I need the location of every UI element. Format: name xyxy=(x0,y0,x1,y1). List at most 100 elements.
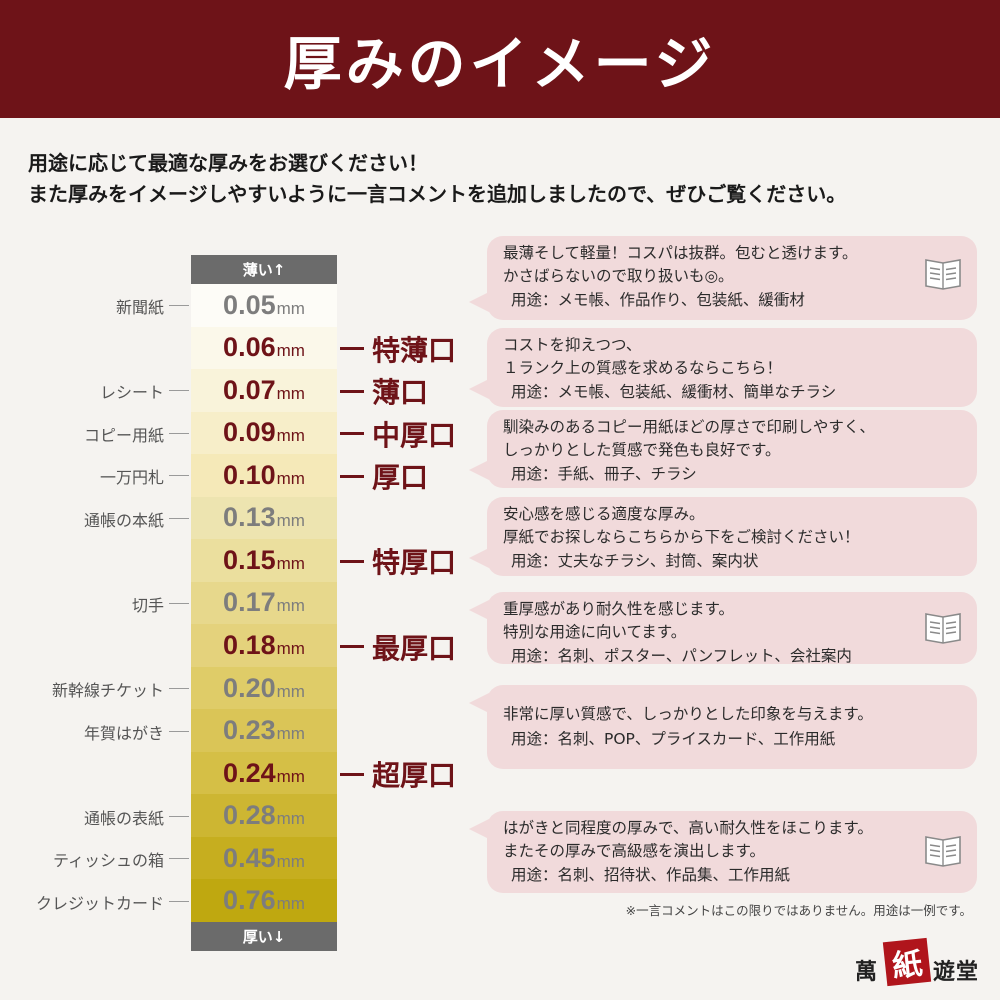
comment-text: またその厚みで高級感を演出します。 xyxy=(503,841,765,860)
thickness-cell: 0.28 mm xyxy=(191,794,337,837)
comment-text: 安心感を感じる適度な厚み。 xyxy=(503,505,705,523)
reference-label: 年賀はがき xyxy=(83,723,164,743)
thickness-cell: 0.45 mm xyxy=(191,836,337,880)
thickness-value: 0.05 xyxy=(223,289,276,320)
thickness-unit: mm xyxy=(276,766,305,786)
comment-text: 最薄そして軽量！コスパは抜群。包むと透けます。 xyxy=(503,244,858,262)
grade-dash xyxy=(340,772,364,776)
reference-tick xyxy=(169,815,189,817)
thickness-value: 0.17 xyxy=(223,587,276,618)
thickness-cell: 0.15 mm xyxy=(191,539,337,582)
usage-text: 用途：名刺、POP、プライスカード、工作用紙 xyxy=(511,729,836,748)
grade-text: 中厚口 xyxy=(372,418,457,452)
thickness-cell: 0.23 mm xyxy=(191,709,337,752)
reference-label: 通帳の表紙 xyxy=(83,808,164,828)
comment-text: 馴染みのあるコピー用紙ほどの厚さで印刷しやすく、 xyxy=(503,418,875,436)
comment-bubble: 安心感を感じる適度な厚み。厚紙でお探しならこちらから下をご検討ください！ 用途：丈… xyxy=(469,497,977,576)
thickness-value: 0.20 xyxy=(223,672,276,703)
thickness-unit: mm xyxy=(276,383,305,403)
thickness-value: 0.09 xyxy=(223,417,276,448)
thickness-value: 0.23 xyxy=(223,715,276,746)
logo-text-left: 萬 xyxy=(855,959,878,985)
logo-text-right: 遊堂 xyxy=(933,959,980,985)
reference-tick xyxy=(169,688,189,690)
comment-text: かさばらないので取り扱いも◎。 xyxy=(503,266,734,285)
usage-text: 用途：メモ帳、包装紙、緩衝材、簡単なチラシ xyxy=(511,383,837,401)
thickness-cell: 0.09 mm xyxy=(191,411,337,455)
comment-bubble: 馴染みのあるコピー用紙ほどの厚さで印刷しやすく、 しっかりとした質感で発色も良好で… xyxy=(469,410,977,488)
grade-text: 最厚口 xyxy=(372,631,457,665)
thickness-unit: mm xyxy=(276,341,305,361)
comment-text: しっかりとした質感で発色も良好です。 xyxy=(503,440,781,459)
grade-dash xyxy=(340,389,364,393)
thickness-value: 0.18 xyxy=(223,630,276,661)
grade-text: 超厚口 xyxy=(372,759,457,793)
usage-text: 用途：手紙、冊子、チラシ xyxy=(511,465,697,483)
reference-tick xyxy=(169,858,189,860)
comment-bubble: コストを抑えつつ、 １ランク上の質感を求めるならこちら！ 用途：メモ帳、包装紙、緩衝… xyxy=(469,328,977,407)
reference-tick xyxy=(169,475,189,477)
reference-label: 新幹線チケット xyxy=(51,681,164,701)
book-icon xyxy=(923,256,963,292)
thickness-cell: 0.18 mm xyxy=(191,624,337,667)
comment-bubble: はがきと同程度の厚みで、高い耐久性をほこります。 またその厚みで高級感を演出します… xyxy=(469,811,977,893)
reference-tick xyxy=(169,305,189,307)
thickness-unit: mm xyxy=(276,639,305,659)
grade-label: 最厚口 xyxy=(340,627,456,667)
thickness-value: 0.24 xyxy=(223,757,276,788)
comment-text: はがきと同程度の厚みで、高い耐久性をほこります。 xyxy=(503,819,873,837)
logo-stamp: 紙 xyxy=(882,937,932,987)
comment-text: 重厚感があり耐久性を感じます。 xyxy=(503,600,734,618)
grade-text: 特薄口 xyxy=(372,333,457,367)
book-icon xyxy=(923,833,963,869)
grade-text: 薄口 xyxy=(372,376,429,410)
footnote: ※一言コメントはこの限りではありません。用途は一例です。 xyxy=(625,903,972,918)
grade-dash xyxy=(340,559,364,563)
thickness-unit: mm xyxy=(276,298,305,318)
page-title: 厚みのイメージ xyxy=(283,30,717,98)
comment-text: 厚紙でお探しならこちらから下をご検討ください！ xyxy=(503,527,860,546)
reference-label: コピー用紙 xyxy=(83,425,164,445)
intro-text: 用途に応じて最適な厚みをお選びください！ また厚みをイメージしやすいように一言コ… xyxy=(28,148,978,210)
reference-tick xyxy=(169,517,189,519)
book-icon xyxy=(923,610,963,646)
grade-dash xyxy=(340,474,364,478)
thickness-unit: mm xyxy=(276,468,305,488)
grade-dash xyxy=(340,347,364,351)
thick-label: 厚い↓ xyxy=(191,922,337,951)
reference-tick xyxy=(169,730,189,732)
reference-label: 新聞紙 xyxy=(115,298,164,318)
thickness-value: 0.13 xyxy=(223,502,276,533)
thickness-unit: mm xyxy=(276,894,305,914)
thickness-unit: mm xyxy=(276,809,305,829)
grade-label: 薄口 xyxy=(340,371,428,411)
reference-tick xyxy=(169,390,189,392)
thickness-cell: 0.06 mm xyxy=(191,326,337,370)
thickness-value: 0.28 xyxy=(223,800,276,831)
thickness-cell: 0.10 mm xyxy=(191,454,337,497)
reference-label: クレジットカード xyxy=(35,893,164,913)
intro-line-1: 用途に応じて最適な厚みをお選びください！ xyxy=(28,151,428,175)
grade-label: 中厚口 xyxy=(340,414,456,454)
thickness-cell: 0.13 mm xyxy=(191,496,337,540)
grade-label: 超厚口 xyxy=(340,754,456,794)
reference-label: レシート xyxy=(99,383,164,403)
grade-text: 特厚口 xyxy=(372,546,457,580)
reference-label: 一万円札 xyxy=(99,468,164,488)
thickness-value: 0.76 xyxy=(223,885,276,916)
thin-label: 薄い↑ xyxy=(191,255,337,284)
usage-text: 用途：名刺、招待状、作品集、工作用紙 xyxy=(511,866,791,884)
thickness-unit: mm xyxy=(276,426,305,446)
usage-text: 用途：丈夫なチラシ、封筒、案内状 xyxy=(511,552,759,570)
grade-label: 厚口 xyxy=(340,456,428,496)
thickness-cell: 0.07 mm xyxy=(191,369,337,412)
brand-logo: 萬 紙 遊堂 xyxy=(855,937,980,994)
thickness-value: 0.07 xyxy=(223,374,276,405)
reference-tick xyxy=(169,432,189,434)
comment-text: 特別な用途に向いてます。 xyxy=(503,622,687,641)
thickness-value: 0.15 xyxy=(223,544,276,575)
reference-tick xyxy=(169,900,189,902)
reference-label: ティッシュの箱 xyxy=(52,851,164,871)
thickness-cell: 0.05 mm xyxy=(191,284,337,327)
comment-text: １ランク上の質感を求めるならこちら！ xyxy=(503,358,783,377)
